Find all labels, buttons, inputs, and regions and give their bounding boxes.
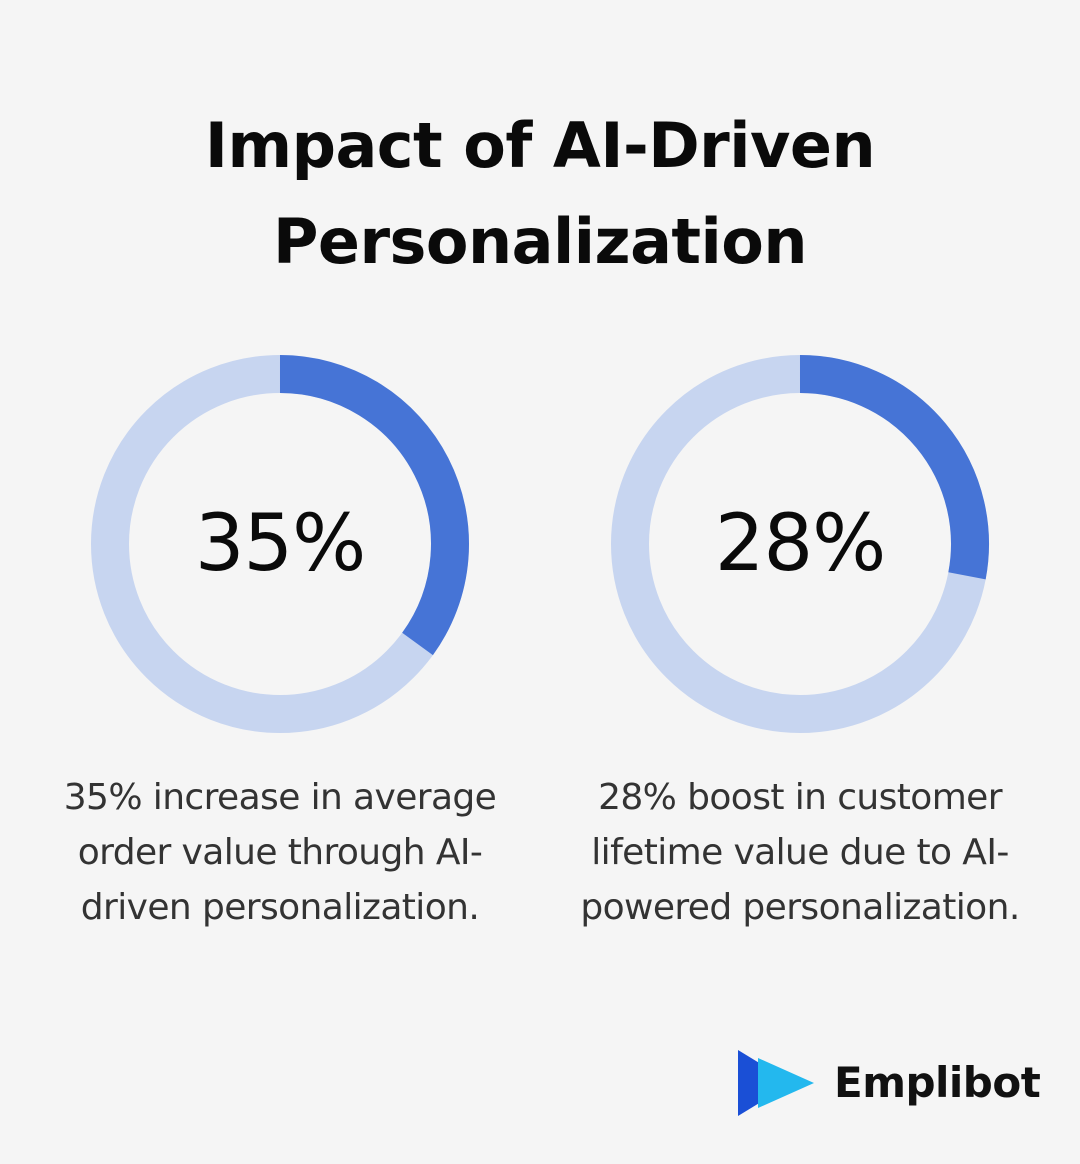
donut-svg — [611, 355, 989, 733]
caption-lifetime-value: 28% boost in customer lifetime value due… — [580, 777, 1020, 928]
donut-svg — [91, 355, 469, 733]
brand-name: Emplibot — [834, 1058, 1041, 1107]
donut-chart-order-value: 35% — [91, 355, 469, 733]
donut-value: 35% — [194, 499, 366, 589]
caption-order-value: 35% increase in average order value thro… — [63, 777, 497, 928]
donut-arc — [279, 355, 469, 656]
donut-arc — [799, 355, 989, 580]
donut-value: 28% — [714, 499, 886, 589]
brand-logo: Emplibot — [734, 1048, 1054, 1118]
play-arrows-icon — [738, 1050, 814, 1116]
donut-chart-lifetime-value: 28% — [611, 355, 989, 733]
page-title: Impact of AI-Driven Personalization — [204, 109, 876, 278]
